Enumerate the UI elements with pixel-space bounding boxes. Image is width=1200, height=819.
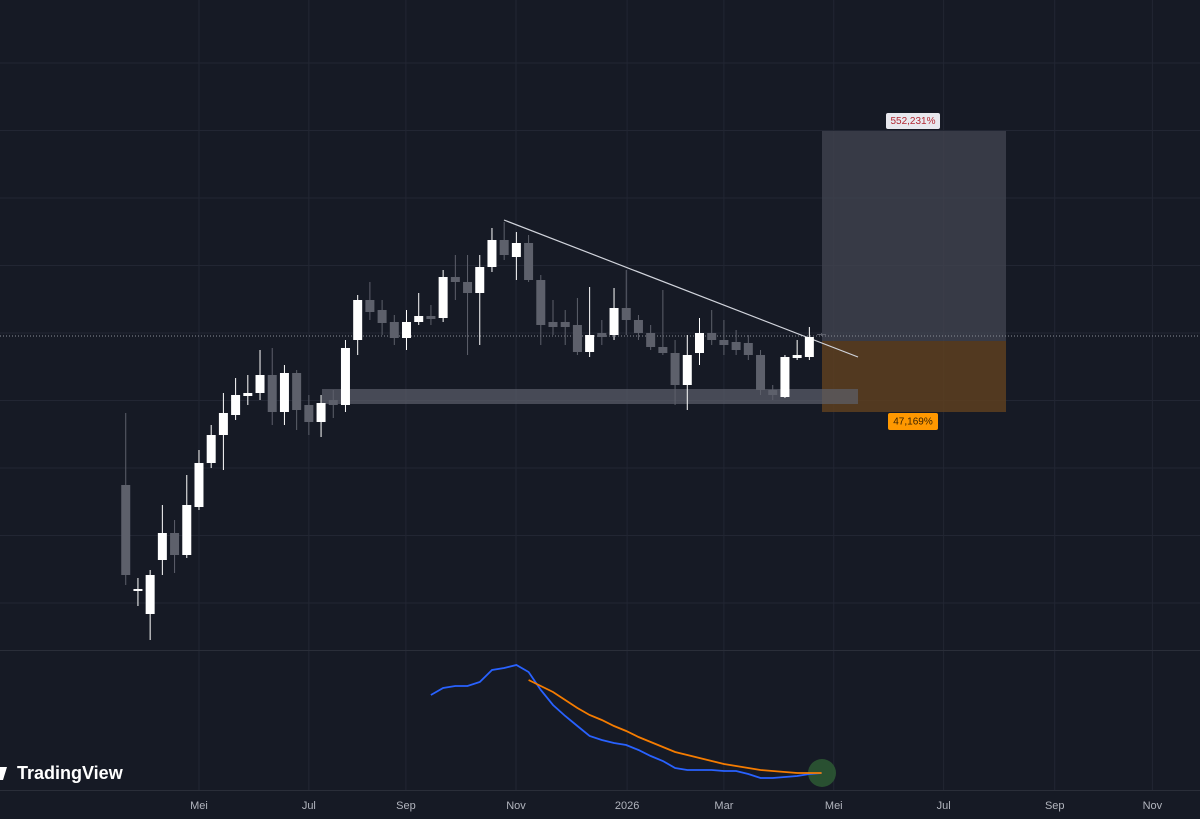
- candle-body: [243, 393, 253, 396]
- candle-body: [328, 400, 338, 405]
- x-tick-label: Nov: [1143, 800, 1163, 812]
- candle-body: [426, 316, 436, 319]
- candle-body: [279, 373, 289, 412]
- candle-body: [670, 353, 680, 385]
- candle-body: [536, 280, 546, 325]
- target-label: 552,231%: [890, 116, 935, 127]
- candle-body: [694, 333, 704, 353]
- x-tick-label: Sep: [396, 800, 416, 812]
- candle-body: [267, 375, 277, 412]
- logo: [0, 767, 7, 780]
- support-zone: [322, 389, 858, 404]
- brand: TradingView: [17, 763, 124, 783]
- candle-body: [121, 485, 131, 575]
- target-label-box: [886, 113, 940, 129]
- indicator-line: [430, 664, 822, 779]
- candle-body: [353, 300, 363, 340]
- candle-body: [548, 322, 558, 327]
- candle-body: [585, 335, 595, 352]
- candle-body: [133, 589, 143, 591]
- candle-body: [804, 337, 814, 357]
- candle-body: [402, 322, 412, 338]
- candle-body: [621, 308, 631, 320]
- grid: [0, 0, 1200, 650]
- candle-body: [597, 333, 607, 337]
- candle-body: [731, 342, 741, 350]
- candle-body: [145, 575, 155, 614]
- candle-body: [450, 277, 460, 282]
- candle-body: [463, 282, 473, 293]
- candle-body: [157, 533, 167, 560]
- candle-body: [560, 322, 570, 327]
- candle-body: [707, 333, 717, 340]
- candle-body: [365, 300, 375, 312]
- x-tick-label: Mar: [714, 800, 733, 812]
- candle-body: [682, 355, 692, 385]
- stop-label-box: [888, 413, 938, 430]
- candle-body: [389, 322, 399, 338]
- candle-body: [743, 343, 753, 355]
- candle-body: [182, 505, 192, 555]
- candle-body: [499, 240, 509, 255]
- stop-label: 47,169%: [893, 417, 933, 428]
- candle-body: [194, 463, 204, 507]
- x-tick-label: Sep: [1045, 800, 1065, 812]
- candle-body: [414, 316, 424, 322]
- candle-body: [255, 375, 265, 393]
- candle-body: [817, 334, 827, 335]
- candle-body: [780, 357, 790, 397]
- x-tick-label: Mei: [825, 800, 843, 812]
- candle-body: [377, 310, 387, 323]
- candle-body: [316, 403, 326, 422]
- candle-body: [304, 405, 314, 422]
- candle-body: [340, 348, 350, 405]
- highlight: [808, 759, 836, 787]
- candle-body: [756, 355, 766, 390]
- candle-body: [572, 325, 582, 352]
- candle-body: [170, 533, 180, 555]
- candle-body: [475, 267, 485, 293]
- candle-body: [609, 308, 619, 335]
- candle-body: [524, 243, 534, 280]
- candle-body: [792, 355, 802, 358]
- candle-body: [768, 390, 778, 395]
- candle-body: [511, 243, 521, 257]
- candle-body: [719, 340, 729, 345]
- x-tick-label: Mei: [190, 800, 208, 812]
- candle-body: [487, 240, 497, 267]
- candle-body: [646, 333, 656, 347]
- candle-body: [633, 320, 643, 333]
- x-tick-label: Nov: [506, 800, 526, 812]
- x-tick-label: 2026: [615, 800, 639, 812]
- candle-body: [231, 395, 241, 415]
- trend-line: [503, 219, 859, 358]
- target-zone: [822, 131, 1006, 341]
- candle-body: [206, 435, 216, 463]
- candle-body: [218, 413, 228, 435]
- x-tick-label: Jul: [937, 800, 951, 812]
- candle-body: [658, 347, 668, 353]
- indicator-line: [528, 679, 822, 774]
- candle-body: [292, 373, 302, 410]
- candle-body: [438, 277, 448, 318]
- x-tick-label: Jul: [302, 800, 316, 812]
